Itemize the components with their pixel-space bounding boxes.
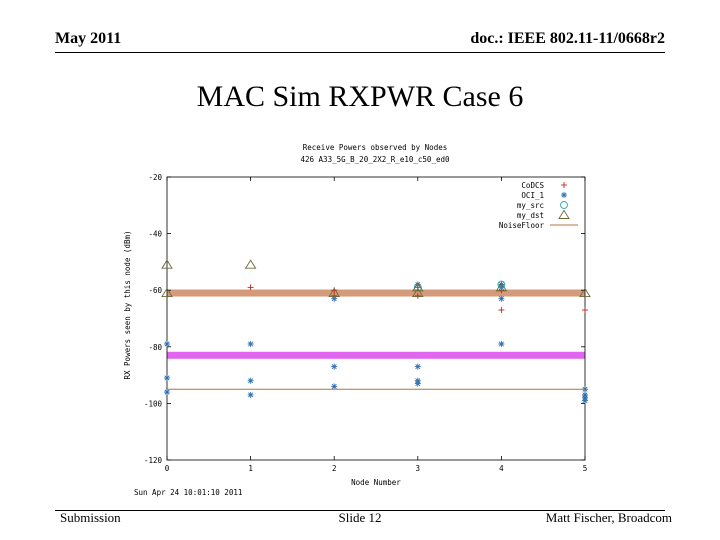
point-oci-1-7 — [331, 383, 338, 390]
y-tick-label-3: -80 — [148, 343, 162, 352]
y-tick-label-1: -40 — [148, 230, 162, 239]
point-oci-1-4 — [247, 377, 254, 384]
point-my-dst-7 — [579, 287, 591, 297]
chart-subtitle: 426 A33_5G_B_20_2X2_R_e10_c50_ed0 — [300, 155, 449, 164]
point-my-dst-4 — [411, 282, 424, 292]
point-oci-1-1 — [164, 374, 170, 381]
point-oci-1-2 — [164, 389, 170, 396]
point-oci-1-5 — [247, 391, 254, 398]
point-my-src-1 — [497, 280, 506, 289]
point-oci-1-11 — [414, 380, 421, 387]
horizontal-bands — [167, 289, 585, 359]
x-axis-label: Node Number — [351, 478, 401, 487]
point-my-dst-6 — [495, 282, 508, 292]
x-tick-label-4: 4 — [499, 464, 504, 473]
point-my-dst-3 — [328, 287, 341, 297]
legend-marker-oci-1 — [561, 192, 567, 198]
point-my-dst-1 — [161, 287, 173, 297]
header-doc-id: doc.: IEEE 802.11-11/0668r2 — [470, 30, 665, 47]
point-oci-1-15 — [498, 295, 505, 302]
point-oci-1-20 — [582, 394, 588, 401]
point-oci-1-3 — [247, 340, 254, 347]
point-my-dst-2 — [244, 259, 257, 269]
x-tick-label-3: 3 — [416, 464, 421, 473]
point-my-dst-5 — [411, 287, 424, 297]
point-oci-1-9 — [414, 363, 421, 370]
scatter-chart: 0 1 2 3 4 5-20-40-60-80-100-120 CoDCSOCI_1my_… — [123, 143, 591, 497]
footer-divider — [55, 510, 665, 511]
point-oci-1-6 — [331, 363, 338, 370]
y-axis-label: RX Powers seen by this node (dBm) — [123, 230, 132, 379]
y-tick-label-2: -60 — [148, 286, 162, 295]
chart-timestamp: Sun Apr 24 10:01:10 2011 — [134, 488, 242, 497]
point-codcs-7 — [582, 307, 588, 314]
y-tick-label-5: -120 — [144, 456, 163, 465]
legend-marker-my-dst — [558, 209, 570, 219]
legend-marker-codcs — [561, 182, 567, 188]
x-tick-label-1: 1 — [248, 464, 253, 473]
x-tick-label-2: 2 — [332, 464, 337, 473]
point-codcs-4 — [414, 292, 421, 299]
legend-label-my-src: my_src — [517, 201, 544, 210]
footer-submission: Submission — [60, 510, 121, 525]
legend-label-codcs: CoDCS — [521, 181, 544, 190]
chart-title: Receive Powers observed by Nodes — [303, 143, 448, 152]
point-codcs-0 — [247, 284, 254, 291]
y-tick-label-4: -100 — [144, 399, 163, 408]
band-1 — [167, 351, 585, 359]
legend-label-my-dst: my_dst — [517, 211, 544, 220]
point-codcs-6 — [498, 307, 505, 314]
x-tick-label-0: 0 — [165, 464, 170, 473]
point-oci-1-13 — [498, 340, 505, 347]
point-oci-1-0 — [164, 340, 170, 347]
band-0 — [167, 289, 585, 297]
legend-marker-my-src — [560, 201, 568, 209]
plot-border — [166, 176, 586, 461]
footer-slide-number: Slide 12 — [338, 510, 382, 525]
legend-label-oci-1: OCI_1 — [521, 191, 544, 200]
legend-label-noisefloor: NoiseFloor — [499, 221, 545, 230]
plot-frame — [166, 176, 586, 461]
axis-ticks: 0 1 2 3 4 5 -20 -40 -60 -80 -100 -120 — [144, 173, 587, 473]
data-points — [161, 259, 591, 404]
x-tick-label-5: 5 — [583, 464, 588, 473]
header-date: May 2011 — [55, 30, 122, 47]
slide-title: MAC Sim RXPWR Case 6 — [196, 80, 524, 113]
header-divider — [55, 52, 665, 53]
point-my-dst-0 — [161, 259, 173, 269]
footer-author: Matt Fischer, Broadcom — [545, 510, 672, 525]
y-tick-label-0: -20 — [148, 173, 162, 182]
